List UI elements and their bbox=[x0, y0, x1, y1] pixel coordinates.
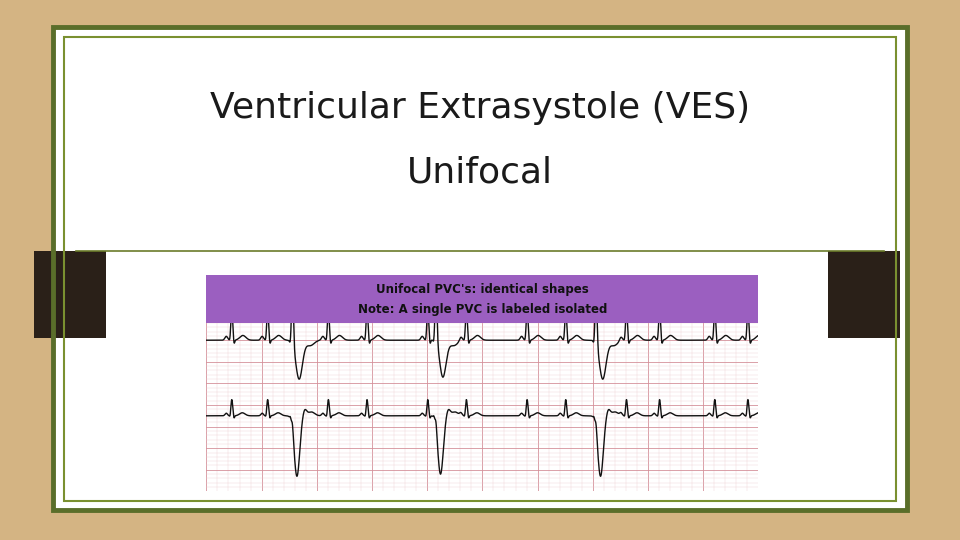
Bar bbox=[206, 275, 758, 323]
Text: Note: A single PVC is labeled isolated: Note: A single PVC is labeled isolated bbox=[358, 303, 607, 316]
Bar bbox=[53, 27, 907, 510]
Bar bbox=[828, 251, 900, 338]
Bar bbox=[53, 27, 907, 510]
Text: Ventricular Extrasystole (VES): Ventricular Extrasystole (VES) bbox=[210, 91, 750, 125]
Text: Unifocal: Unifocal bbox=[407, 156, 553, 190]
Bar bbox=[64, 37, 896, 501]
Text: Unifocal PVC's: identical shapes: Unifocal PVC's: identical shapes bbox=[376, 283, 588, 296]
Bar bbox=[34, 251, 106, 338]
